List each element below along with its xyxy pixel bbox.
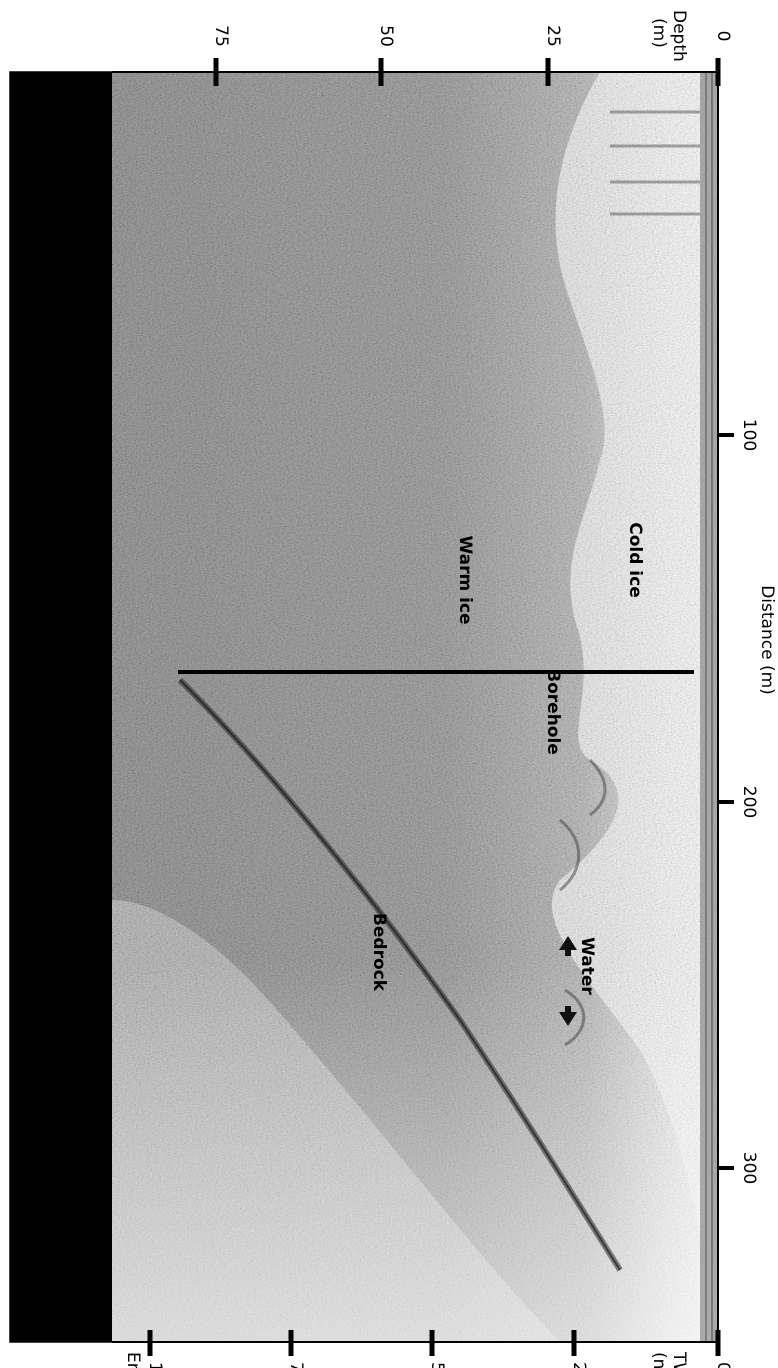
depth-axis: 0 25 50 75 Depth (m) (112, 10, 733, 86)
depth-tick-label-50: 50 (376, 25, 396, 47)
twtt-tick-label-0: 0 (713, 1362, 733, 1368)
depth-axis-unit: (m) (649, 18, 669, 48)
distance-tick-label-100: 100 (739, 419, 759, 451)
permittivity-note: Er = 3.2 (123, 1352, 143, 1368)
surface-streaks (610, 110, 700, 216)
label-water: Water (577, 937, 597, 995)
depth-axis-title: Depth (669, 10, 689, 62)
twtt-tick-label-500: 500 (427, 1362, 447, 1368)
depth-tick-label-0: 0 (713, 31, 733, 42)
label-borehole: Borehole (543, 669, 563, 755)
water-reflections (559, 758, 607, 1047)
blank-region (10, 72, 112, 1342)
distance-axis: 100 200 300 Distance (m) (717, 72, 777, 1342)
label-bedrock: Bedrock (369, 913, 389, 992)
twtt-tick-label-250: 250 (569, 1362, 589, 1368)
label-cold-ice: Cold ice (625, 522, 645, 598)
depth-tick-label-25: 25 (543, 25, 563, 47)
twtt-axis-title: TWTT (669, 1351, 689, 1368)
distance-axis-title: Distance (m) (757, 585, 777, 695)
annotations: Cold ice Warm ice Borehole Water Bedrock (369, 522, 645, 995)
twtt-tick-label-1000: 1000 (145, 1362, 165, 1368)
twtt-axis: 0 250 500 750 1000 TWTT (ns) Er = 3.2 (112, 1330, 733, 1368)
radargram-panel (9, 71, 719, 1343)
water-arrow-down-icon (559, 1006, 577, 1026)
label-warm-ice: Warm ice (455, 535, 475, 624)
depth-tick-label-75: 75 (211, 25, 231, 47)
water-arrows (559, 936, 577, 1026)
distance-tick-label-300: 300 (739, 1152, 759, 1184)
water-arrow-up-icon (559, 936, 577, 956)
twtt-axis-unit: (ns) (649, 1352, 669, 1368)
distance-tick-label-200: 200 (739, 786, 759, 818)
twtt-tick-label-750: 750 (286, 1362, 306, 1368)
